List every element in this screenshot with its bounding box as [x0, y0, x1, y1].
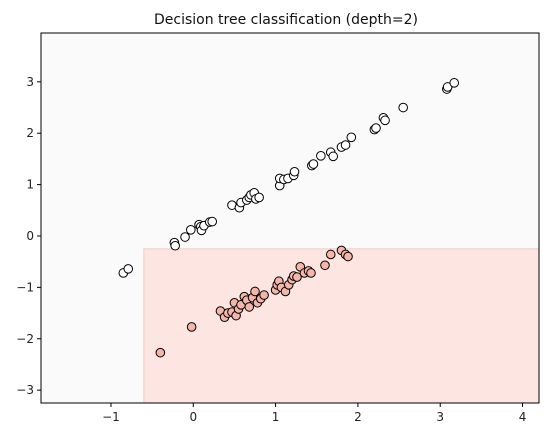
data-point-class-0 — [371, 123, 381, 133]
data-point-class-0 — [207, 216, 218, 227]
x-tick-label: 2 — [354, 410, 362, 424]
x-tick-label: 3 — [436, 410, 444, 424]
data-point-class-0 — [308, 159, 319, 169]
data-point-class-1 — [343, 251, 353, 262]
data-point-class-0 — [449, 78, 460, 88]
data-point-class-1 — [320, 260, 330, 271]
plot-frame — [40, 32, 540, 404]
y-tick-label: 0 — [26, 229, 34, 243]
y-tick-label: 3 — [26, 75, 34, 89]
data-point-class-0 — [186, 225, 196, 235]
data-point-class-0 — [316, 151, 326, 161]
data-point-class-0 — [123, 264, 134, 274]
data-point-class-0 — [398, 102, 408, 113]
x-tick-label: 1 — [272, 410, 280, 424]
data-point-class-0 — [254, 192, 264, 203]
data-point-class-0 — [170, 240, 180, 251]
data-point-class-1 — [325, 249, 336, 260]
chart-title: Decision tree classification (depth=2) — [154, 12, 418, 28]
decision-regions — [41, 33, 540, 404]
data-point-class-1 — [186, 322, 197, 332]
scatter-points — [118, 78, 460, 358]
data-point-class-0 — [328, 151, 339, 162]
x-tick-label: 0 — [189, 410, 197, 424]
data-point-class-0 — [340, 140, 351, 150]
x-tick-label: −1 — [102, 410, 120, 424]
data-point-class-1 — [250, 286, 260, 297]
data-point-class-0 — [380, 115, 390, 126]
y-tick-label: −2 — [16, 332, 34, 346]
y-tick-label: −1 — [16, 280, 34, 294]
data-point-class-1 — [306, 268, 316, 278]
data-point-class-1 — [292, 272, 302, 282]
y-axis-ticks: −3 −2 −1 0 1 2 3 — [16, 75, 41, 397]
y-tick-label: 1 — [26, 178, 34, 192]
decision-region-class-1 — [143, 248, 540, 404]
y-tick-label: 2 — [26, 126, 34, 140]
data-point-class-1 — [244, 302, 255, 312]
y-tick-label: −3 — [16, 383, 34, 397]
data-point-class-0 — [289, 166, 300, 177]
x-axis-ticks: −1 0 1 2 3 4 — [102, 403, 526, 424]
x-tick-label: 4 — [519, 410, 527, 424]
data-point-class-0 — [346, 132, 357, 143]
data-point-class-0 — [180, 232, 190, 242]
data-point-class-1 — [155, 347, 166, 358]
data-point-class-1 — [259, 290, 269, 300]
